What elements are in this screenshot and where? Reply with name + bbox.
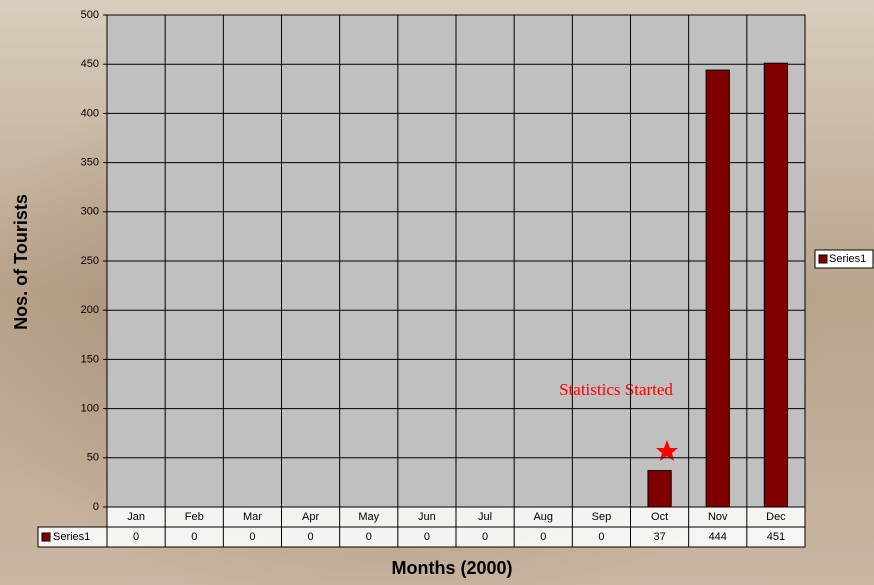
x-tick-label: Oct	[651, 511, 668, 523]
data-table-value: 0	[133, 531, 139, 543]
data-table-value: 0	[482, 531, 488, 543]
legend-key	[818, 254, 828, 264]
y-tick-label: 200	[81, 304, 99, 316]
x-tick-label: Jul	[478, 511, 492, 523]
x-tick-label: Dec	[766, 511, 786, 523]
y-tick-label: 0	[93, 501, 99, 513]
x-tick-label: Apr	[302, 511, 319, 523]
data-table-value: 37	[653, 531, 665, 543]
y-axis-title: Nos. of Tourists	[11, 194, 31, 330]
x-tick-label: May	[358, 511, 379, 523]
y-tick-label: 250	[81, 255, 99, 267]
y-tick-label: 100	[81, 403, 99, 415]
star-marker	[656, 440, 678, 461]
data-table-key	[41, 532, 51, 542]
data-table-value: 0	[191, 531, 197, 543]
data-table-value: 451	[767, 531, 785, 543]
x-axis-title: Months (2000)	[391, 558, 512, 578]
x-tick-label: Jun	[418, 511, 436, 523]
y-tick-label: 500	[81, 9, 99, 21]
x-tick-label: Sep	[592, 511, 612, 523]
x-tick-label: Nov	[708, 511, 728, 523]
data-table-value: 0	[366, 531, 372, 543]
x-tick-label: Jan	[127, 511, 145, 523]
x-tick-label: Mar	[243, 511, 262, 523]
y-tick-label: 150	[81, 353, 99, 365]
y-tick-label: 50	[87, 452, 99, 464]
bar	[647, 470, 672, 508]
data-table-value: 0	[540, 531, 546, 543]
y-tick-label: 350	[81, 157, 99, 169]
data-table-value: 444	[709, 531, 727, 543]
x-tick-label: Feb	[185, 511, 204, 523]
data-table-value: 0	[424, 531, 430, 543]
data-table-series-name: Series1	[53, 531, 90, 543]
legend-box	[814, 249, 874, 269]
y-tick-label: 300	[81, 206, 99, 218]
bar	[705, 69, 730, 508]
y-tick-label: 450	[81, 58, 99, 70]
data-table-value: 0	[598, 531, 604, 543]
annotation: Statistics Started	[559, 380, 673, 399]
y-tick-label: 400	[81, 107, 99, 119]
data-table-value: 0	[249, 531, 255, 543]
legend-label: Series1	[829, 253, 866, 265]
bar	[763, 62, 789, 508]
x-tick-label: Aug	[533, 511, 553, 523]
data-table-key-cell	[37, 526, 108, 548]
data-table-value: 0	[308, 531, 314, 543]
